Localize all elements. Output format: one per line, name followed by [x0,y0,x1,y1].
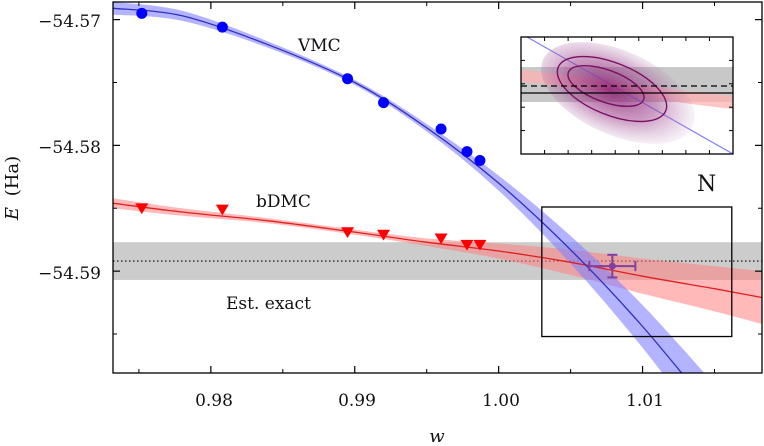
x-tick-labels: 0.98 0.99 1.00 1.01 [195,391,664,411]
y-tick-label: −54.58 [38,138,101,158]
vmc-label: VMC [297,36,341,56]
axis-ticks [113,2,762,373]
exact-label: Est. exact [226,294,311,314]
bdmc-point [460,239,474,251]
axes-frame [112,1,763,374]
vmc-point [136,7,148,19]
bdmc-point [215,204,229,216]
zoom-box [541,206,733,338]
y-axis-symbol: E [2,207,23,221]
vmc-point [461,146,473,158]
x-tick-label: 0.98 [195,391,233,411]
y-tick-labels: −54.57 −54.58 −54.59 [38,12,101,284]
bdmc-band [113,198,762,324]
svg-text:E (Ha): E (Ha) [2,156,23,221]
bdmc-fit-line [113,202,762,299]
y-tick-label: −54.57 [38,12,101,32]
bdmc-point [341,227,355,238]
y-tick-label: −54.59 [38,264,101,284]
inset-contour-inner [567,64,645,108]
y-axis-label: E (Ha) [2,156,23,221]
y-axis-unit: (Ha) [2,156,23,196]
inset-contour-outer [556,55,668,123]
vmc-point [474,154,486,166]
intersection-marker [608,262,616,270]
vmc-points [136,7,486,166]
inset-plot [520,36,734,155]
vmc-fit-line [113,7,683,373]
bdmc-label: bDMC [256,192,311,212]
x-tick-label: 0.99 [338,391,376,411]
vmc-point [435,123,447,135]
vmc-point [378,97,390,109]
intersection-point [588,253,637,279]
inset-frame [520,36,734,155]
bdmc-point [377,229,391,241]
panel-label: N [697,172,716,197]
bdmc-point [135,203,149,215]
vmc-point [216,21,228,33]
bdmc-points [135,203,487,251]
inset-ticks [521,37,733,154]
bdmc-point [473,239,487,251]
bdmc-point [434,233,448,245]
x-tick-label: 1.01 [626,391,664,411]
vmc-point [342,73,354,85]
x-tick-label: 1.00 [482,391,520,411]
x-axis-label: w [429,426,445,446]
